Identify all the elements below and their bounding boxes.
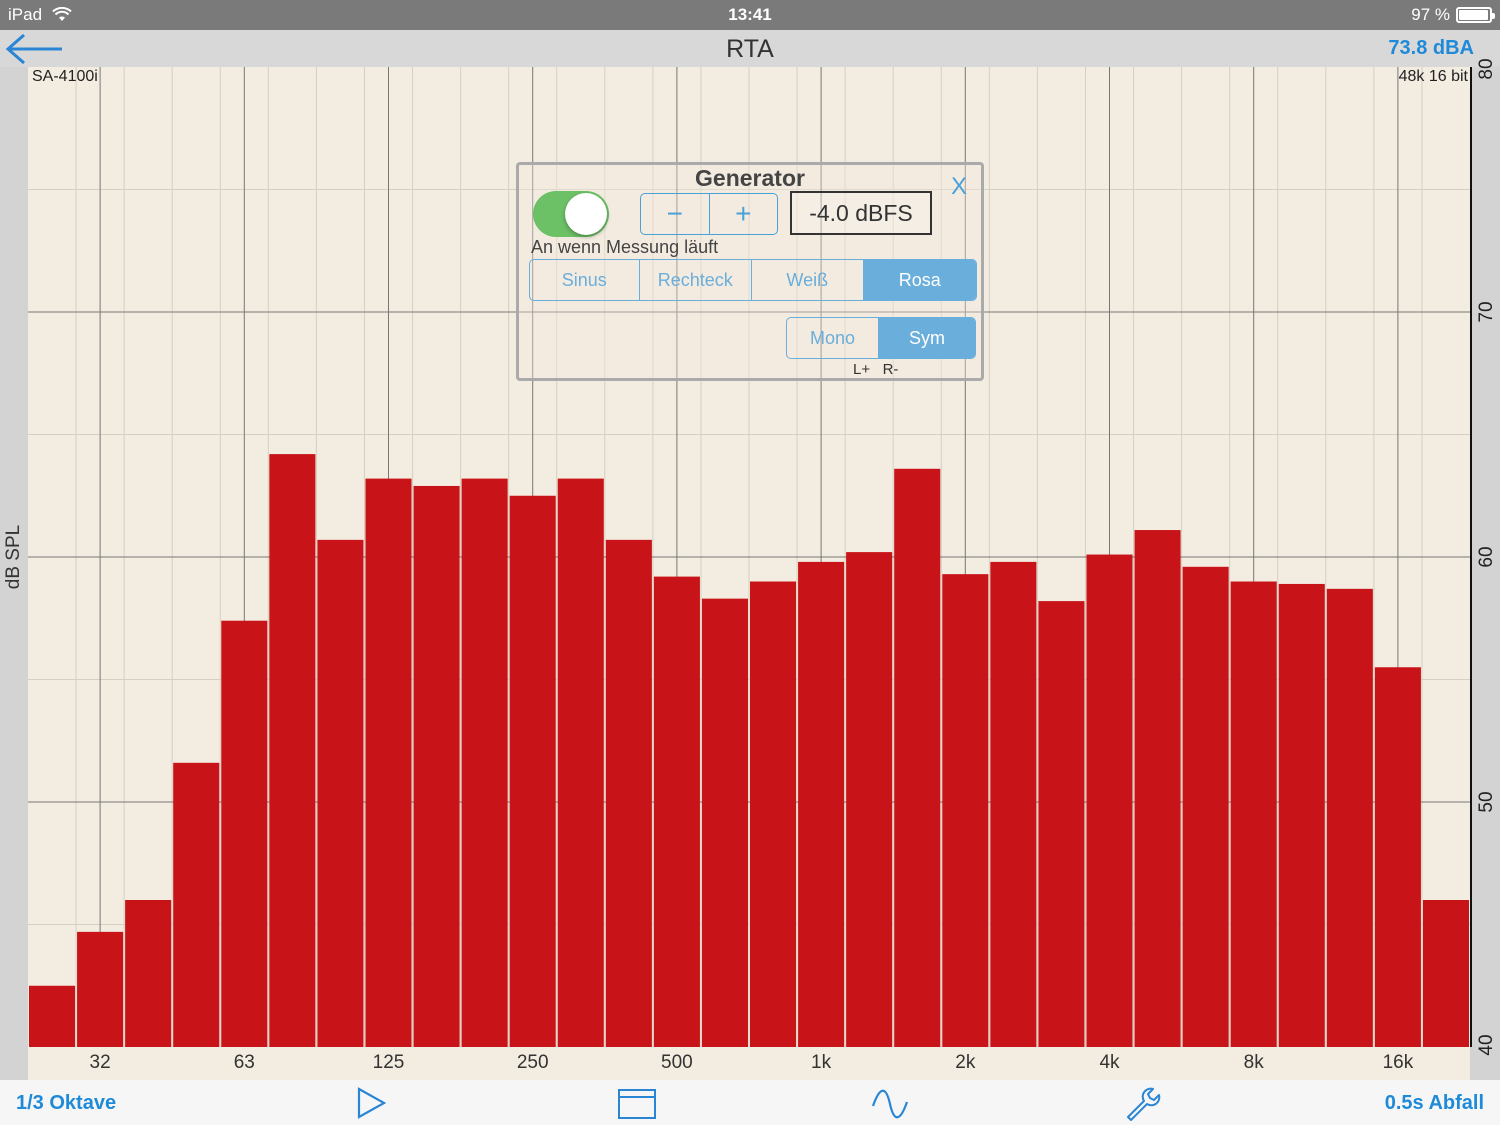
play-icon[interactable] xyxy=(350,1084,390,1122)
spectrum-bar xyxy=(29,985,76,1047)
device-name: iPad xyxy=(8,5,43,24)
battery-fill xyxy=(1459,10,1489,20)
toggle-label: An wenn Messung läuft xyxy=(531,237,719,257)
waveform-selector[interactable]: Sinus Rechteck Weiß Rosa xyxy=(529,259,977,301)
spectrum-bar xyxy=(798,561,845,1047)
x-tick-label: 32 xyxy=(89,1052,111,1073)
decay-button[interactable]: 0.5s Abfall xyxy=(1384,1092,1484,1114)
nav-bar: RTA 73.8 dBA xyxy=(0,30,1500,67)
waveform-option-weiss[interactable]: Weiß xyxy=(752,260,864,300)
x-tick-label: 2k xyxy=(955,1052,976,1073)
channel-option-mono[interactable]: Mono xyxy=(787,318,880,358)
waveform-option-sinus[interactable]: Sinus xyxy=(530,260,640,300)
page-title: RTA xyxy=(726,35,774,63)
clock: 13:41 xyxy=(728,5,772,24)
y-axis-label: dB SPL xyxy=(3,524,24,590)
spectrum-bar xyxy=(557,478,604,1047)
x-tick-label: 4k xyxy=(1099,1052,1120,1073)
status-bar: iPad 13:41 97 % xyxy=(0,0,1500,30)
spectrum-bar xyxy=(1326,588,1373,1047)
toggle-knob xyxy=(565,193,607,235)
wave-icon[interactable] xyxy=(870,1084,910,1122)
channel-polarity-hint: L+ R- xyxy=(853,361,899,378)
spectrum-bar xyxy=(1086,554,1133,1047)
generator-toggle[interactable] xyxy=(533,191,609,237)
spectrum-bar xyxy=(413,485,460,1047)
generator-panel: Generator X An wenn Messung läuft − + -4… xyxy=(516,162,984,381)
spectrum-bar xyxy=(365,478,412,1047)
y-tick-label: 70 xyxy=(1476,301,1497,323)
wifi-icon xyxy=(52,7,72,21)
chart-canvas xyxy=(28,67,1470,1047)
y-tick-label: 60 xyxy=(1476,546,1497,568)
channel-option-sym[interactable]: Sym xyxy=(879,318,975,358)
y-axis-label-strip: dB SPL xyxy=(0,67,28,1047)
x-axis: 32 63 125 250 500 1k 2k 4k 8k 16k xyxy=(28,1047,1470,1080)
spectrum-bar xyxy=(1134,530,1181,1047)
y-tick-label: 50 xyxy=(1476,791,1497,813)
spectrum-bar xyxy=(317,539,364,1047)
level-stepper[interactable]: − + xyxy=(640,193,778,235)
y-tick-label: 40 xyxy=(1476,1034,1497,1056)
spectrum-bar xyxy=(1422,900,1469,1047)
spectrum-bar xyxy=(653,576,700,1047)
spectrum-bar xyxy=(894,468,941,1047)
dba-level-readout: 73.8 dBA xyxy=(1388,37,1474,59)
device-label: SA-4100i xyxy=(32,68,98,85)
battery-percent: 97 % xyxy=(1411,5,1450,24)
spectrum-bar xyxy=(461,478,508,1047)
bottom-toolbar: 1/3 Oktave 0.5s Abfall xyxy=(0,1080,1500,1125)
spectrum-bar xyxy=(221,620,268,1047)
resolution-button[interactable]: 1/3 Oktave xyxy=(16,1092,117,1114)
spectrum-bar xyxy=(1182,566,1229,1047)
spectrum-bar xyxy=(1278,583,1325,1047)
x-tick-label: 16k xyxy=(1382,1052,1414,1073)
spectrum-bar xyxy=(846,552,893,1047)
spectrum-bar xyxy=(1230,581,1277,1047)
spectrum-bar xyxy=(125,900,172,1047)
back-arrow-icon[interactable] xyxy=(4,32,66,66)
increase-level-button[interactable]: + xyxy=(735,198,752,229)
spectrum-bar xyxy=(701,598,748,1047)
folder-icon[interactable] xyxy=(617,1084,657,1122)
spectrum-bar xyxy=(173,762,220,1047)
channel-selector[interactable]: Mono Sym xyxy=(786,317,976,359)
status-left: iPad xyxy=(8,5,72,25)
generator-title: Generator xyxy=(695,165,805,191)
spectrum-bar xyxy=(990,561,1037,1047)
y-axis-right: 40 50 60 70 80 xyxy=(1470,58,1500,1056)
rta-chart[interactable]: SA-4100i 48k 16 bit xyxy=(28,67,1470,1047)
spectrum-bar xyxy=(605,539,652,1047)
x-tick-label: 500 xyxy=(661,1052,693,1073)
format-label: 48k 16 bit xyxy=(1398,68,1468,85)
waveform-option-rosa[interactable]: Rosa xyxy=(863,260,976,300)
x-tick-label: 8k xyxy=(1243,1052,1264,1073)
x-tick-label: 63 xyxy=(233,1052,255,1073)
spectrum-bar xyxy=(1038,601,1085,1047)
decrease-level-button[interactable]: − xyxy=(641,194,710,234)
spectrum-bar xyxy=(942,574,989,1047)
spectrum-bar xyxy=(269,454,316,1047)
x-tick-label: 1k xyxy=(811,1052,832,1073)
close-button[interactable]: X xyxy=(950,173,967,200)
y-tick-label: 80 xyxy=(1476,58,1497,80)
spectrum-bar xyxy=(509,495,556,1047)
x-tick-label: 125 xyxy=(372,1052,405,1073)
spectrum-bar xyxy=(1374,667,1421,1047)
waveform-option-rechteck[interactable]: Rechteck xyxy=(640,260,753,300)
level-display: -4.0 dBFS xyxy=(790,191,932,235)
status-right: 97 % xyxy=(1411,5,1495,25)
x-tick-label: 250 xyxy=(516,1052,549,1073)
spectrum-bar xyxy=(77,931,124,1047)
spectrum-bar xyxy=(750,581,797,1047)
battery-icon xyxy=(1456,7,1495,23)
wrench-icon[interactable] xyxy=(1122,1084,1162,1122)
